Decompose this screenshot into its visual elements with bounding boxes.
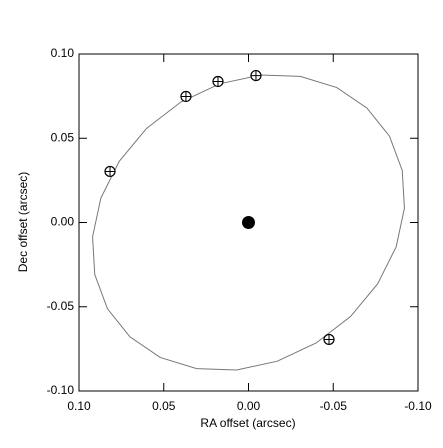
- y-tick-label: -0.05: [47, 299, 75, 313]
- y-tick-label: -0.10: [47, 383, 75, 397]
- observation-cross: [212, 76, 223, 87]
- x-tick-label: 0.00: [237, 399, 261, 413]
- observation-cross: [180, 91, 191, 102]
- y-tick-label: 0.10: [51, 46, 75, 60]
- x-tick-label: 0.05: [152, 399, 176, 413]
- y-tick-label: 0.00: [51, 215, 75, 229]
- y-axis-label: Dec offset (arcsec): [16, 172, 30, 272]
- x-axis-label: RA offset (arcsec): [200, 416, 295, 430]
- observation-cross: [105, 166, 116, 177]
- x-tick-label: -0.10: [404, 399, 432, 413]
- x-tick-label: 0.10: [67, 399, 91, 413]
- y-tick-label: 0.05: [51, 130, 75, 144]
- orbit-line: [92, 74, 405, 371]
- observation-cross: [250, 70, 261, 81]
- x-tick-label: -0.05: [320, 399, 348, 413]
- central-star: [242, 216, 255, 229]
- observation-cross: [324, 334, 335, 345]
